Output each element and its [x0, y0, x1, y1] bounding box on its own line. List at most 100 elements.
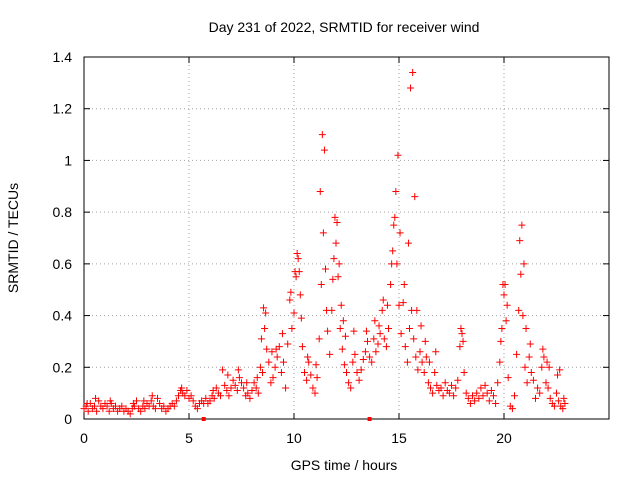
- data-point: [513, 350, 521, 358]
- data-point: [389, 247, 397, 255]
- data-point: [550, 402, 558, 410]
- data-point: [464, 394, 472, 402]
- data-point: [303, 376, 311, 384]
- data-point: [304, 353, 312, 361]
- data-point: [319, 229, 327, 237]
- data-point: [287, 288, 295, 296]
- data-point: [412, 353, 420, 361]
- data-point: [273, 353, 281, 361]
- y-tick-label: 1.4: [53, 49, 73, 65]
- data-point: [202, 394, 210, 402]
- data-point: [396, 229, 404, 237]
- data-point: [382, 343, 390, 351]
- data-point: [534, 384, 542, 392]
- data-point: [357, 366, 365, 374]
- data-point: [345, 379, 353, 387]
- data-point: [404, 239, 412, 247]
- gap-marker: [201, 417, 206, 421]
- data-point: [225, 392, 233, 400]
- data-point: [498, 325, 506, 332]
- data-point: [538, 363, 546, 371]
- data-point: [457, 325, 465, 332]
- data-point: [257, 335, 265, 343]
- data-point: [151, 405, 159, 413]
- data-point: [394, 151, 402, 159]
- data-point: [256, 363, 264, 371]
- data-point: [254, 389, 262, 397]
- data-point: [432, 348, 440, 356]
- data-point: [269, 374, 277, 382]
- data-point: [420, 368, 428, 376]
- y-tick-label: 0.6: [53, 256, 73, 272]
- data-point: [554, 371, 562, 379]
- data-point: [397, 330, 405, 338]
- data-point: [439, 392, 447, 400]
- data-point: [277, 368, 285, 376]
- data-point: [156, 399, 164, 407]
- data-point: [355, 376, 363, 384]
- data-point: [244, 389, 252, 397]
- data-point: [417, 322, 425, 330]
- data-point: [189, 397, 197, 405]
- data-point: [410, 335, 418, 343]
- data-point: [374, 340, 382, 348]
- data-point: [380, 335, 388, 343]
- data-point: [293, 250, 301, 258]
- data-point: [341, 332, 349, 340]
- data-point: [424, 379, 432, 387]
- x-tick-label: 0: [80, 430, 88, 446]
- data-point: [240, 384, 248, 392]
- x-tick-label: 5: [185, 430, 193, 446]
- data-point: [103, 402, 111, 410]
- data-point: [522, 325, 530, 332]
- data-point: [282, 384, 290, 392]
- data-point: [519, 312, 527, 320]
- data-point: [305, 358, 313, 366]
- data-point: [187, 392, 195, 400]
- data-point: [336, 325, 344, 332]
- data-point: [553, 389, 560, 397]
- data-point: [416, 348, 424, 356]
- data-point: [140, 397, 148, 405]
- data-point: [280, 358, 287, 366]
- data-point: [309, 384, 317, 392]
- data-point: [501, 281, 509, 289]
- data-point: [129, 399, 137, 407]
- data-point: [542, 379, 550, 387]
- data-point: [313, 374, 321, 382]
- data-point: [400, 281, 408, 289]
- data-point: [483, 389, 491, 397]
- y-tick-label: 0: [64, 411, 72, 427]
- data-point: [456, 343, 464, 351]
- data-point: [259, 368, 266, 376]
- data-point: [391, 213, 399, 221]
- data-point: [83, 399, 91, 407]
- data-point: [477, 384, 485, 392]
- data-point: [504, 374, 512, 382]
- data-point: [154, 394, 161, 402]
- data-point: [422, 353, 430, 361]
- data-point: [409, 69, 417, 77]
- data-point: [515, 306, 523, 314]
- data-point: [502, 317, 510, 325]
- data-point: [379, 296, 387, 304]
- data-point: [466, 399, 474, 407]
- data-point: [160, 402, 168, 410]
- data-point: [479, 392, 487, 400]
- data-point: [175, 392, 182, 400]
- data-point: [261, 325, 269, 332]
- data-point: [427, 384, 434, 392]
- data-point: [223, 387, 231, 395]
- data-point: [126, 410, 134, 418]
- data-point: [364, 337, 371, 345]
- data-point: [118, 402, 126, 410]
- data-point: [317, 281, 325, 289]
- data-point: [421, 337, 429, 345]
- data-point: [294, 255, 302, 263]
- data-point: [271, 363, 279, 371]
- data-point: [148, 392, 156, 400]
- data-point: [229, 376, 237, 384]
- data-point: [492, 399, 500, 407]
- chart-title: Day 231 of 2022, SRMTID for receiver win…: [209, 19, 480, 35]
